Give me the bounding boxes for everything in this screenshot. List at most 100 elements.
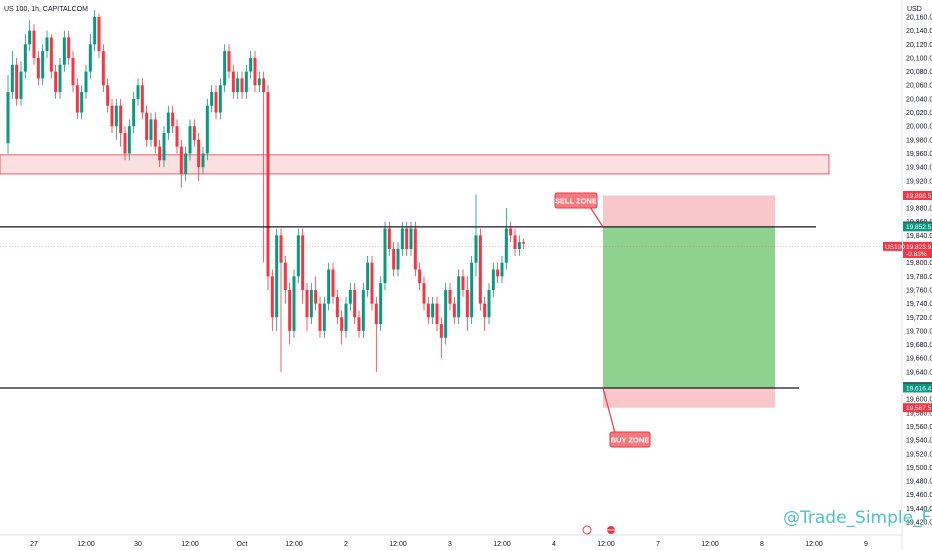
candle-body [75, 85, 79, 113]
candle-body [149, 119, 153, 140]
candle-body [327, 269, 331, 304]
price-tag-label: -0.83% [906, 251, 927, 258]
price-tick-label: 19,800.0 [906, 260, 932, 267]
candle-body [71, 57, 75, 86]
candle-body [62, 37, 66, 65]
candle-body [409, 228, 413, 250]
time-tick-label: 9 [864, 541, 868, 548]
zones-layer [0, 154, 830, 408]
candle-body [348, 289, 352, 304]
candle-body [136, 85, 140, 99]
candle-body [227, 51, 231, 72]
candle-body [158, 146, 162, 161]
time-tick-label: 12:00 [285, 541, 303, 548]
candle-body [522, 242, 526, 244]
candle-body [97, 17, 101, 52]
candle-body [231, 71, 235, 93]
price-tag [903, 403, 932, 413]
candle-body [370, 262, 374, 304]
candle-body [283, 262, 287, 290]
candle-body [517, 242, 521, 250]
price-tick-label: 20,020.0 [906, 110, 932, 117]
candle-body [396, 249, 400, 270]
price-tick-label: 19,740.0 [906, 301, 932, 308]
candle-body [361, 289, 365, 331]
candle-body [253, 57, 257, 86]
price-tick-label: 19,480.0 [906, 479, 932, 486]
price-tick-label: 19,920.0 [906, 178, 932, 185]
candles-layer [6, 10, 526, 372]
candle-body [244, 71, 248, 93]
time-axis[interactable]: 27 12:00 30 12:00 Oct 12:00 2 12:00 3 12:00 4 12:00… [30, 525, 868, 548]
price-tick-label: 19,980.0 [906, 137, 932, 144]
price-tick-label: 19,420.0 [906, 520, 932, 527]
price-tick-label: 19,680.0 [906, 342, 932, 349]
candle-body [379, 283, 383, 325]
candle-body [15, 64, 19, 99]
price-tick-label: 19,440.0 [906, 506, 932, 513]
candle-body [509, 228, 513, 236]
candle-body [166, 112, 170, 134]
candle-body [288, 289, 292, 331]
time-tick-label: 27 [30, 541, 38, 548]
candle-body [192, 126, 196, 140]
candle-body [80, 92, 84, 113]
candle-body [58, 64, 62, 93]
price-tick-label: 20,000.0 [906, 124, 932, 131]
price-tick-label: 19,600.0 [906, 397, 932, 404]
price-tick-label: 19,500.0 [906, 465, 932, 472]
candle-body [448, 289, 452, 304]
candle-body [123, 133, 127, 154]
candle-body [140, 85, 144, 113]
candle-body [444, 289, 448, 338]
price-tick-label: 19,880.0 [906, 206, 932, 213]
buy-zone-pointer [602, 387, 616, 434]
candle-body [153, 119, 157, 147]
candle-body [366, 262, 370, 290]
buy-zone-label: BUY ZONE [611, 435, 650, 444]
candle-body [353, 289, 357, 318]
candle-body [435, 303, 439, 325]
candle-body [457, 276, 461, 318]
event-icon[interactable] [582, 525, 592, 535]
candle-body [340, 317, 344, 331]
price-tick-label: 20,120.0 [906, 42, 932, 49]
chart-title: US 100, 1h, CAPITALCOM [4, 6, 88, 13]
candle-body [205, 105, 209, 154]
candle-body [461, 276, 465, 290]
time-tick-label: 3 [448, 541, 452, 548]
candle-body [201, 153, 205, 168]
candle-body [296, 235, 300, 277]
candle-body [483, 303, 487, 318]
candle-body [474, 235, 478, 263]
price-tick-label: 20,140.0 [906, 28, 932, 35]
candle-body [513, 235, 517, 250]
candle-body [28, 30, 32, 45]
candle-body [41, 51, 45, 79]
price-tick-label: 20,160.0 [906, 15, 932, 22]
time-tick-label: 12:00 [701, 541, 719, 548]
candle-body [10, 64, 14, 93]
price-tick-label: 19,840.0 [906, 233, 932, 240]
price-tick-label: 20,080.0 [906, 69, 932, 76]
candle-body [54, 71, 58, 93]
sell-zone-label: SELL ZONE [555, 196, 597, 205]
candle-body [188, 126, 192, 154]
price-axis[interactable]: 20,160.0 20,140.0 20,120.0 20,100.0 20,080.0… [883, 15, 932, 527]
candle-body [6, 92, 10, 144]
candle-body [478, 235, 482, 304]
candle-body [383, 228, 387, 284]
price-tag-label: 19,823.9 [906, 244, 932, 251]
candle-body [214, 92, 218, 113]
candle-body [49, 37, 53, 72]
candle-body [465, 289, 469, 318]
buy-stop-area [603, 387, 775, 408]
candle-body [344, 303, 348, 331]
candle-body [218, 85, 222, 113]
candle-body [114, 105, 118, 127]
candle-body [119, 105, 123, 134]
time-tick-label: 8 [760, 541, 764, 548]
candle-body [197, 139, 201, 168]
candle-body [88, 44, 92, 72]
